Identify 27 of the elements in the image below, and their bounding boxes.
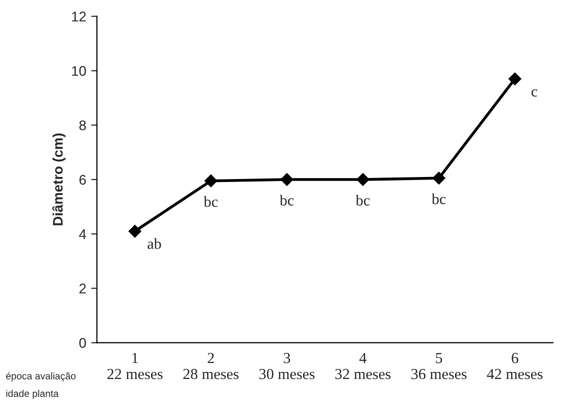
y-tick-label: 10 — [72, 66, 86, 76]
annotation: bc — [280, 194, 294, 206]
x-tick-label: 3 30 meses — [259, 352, 315, 380]
x-tick-label: 1 22 meses — [107, 352, 163, 380]
y-tick-label: 12 — [72, 12, 86, 22]
y-tick-label: 2 — [79, 284, 86, 294]
annotation: ab — [148, 238, 161, 249]
point — [204, 174, 218, 188]
annotation: c — [532, 89, 538, 97]
y-axis-title: Diâmetro (cm) — [52, 134, 66, 226]
y-tick-label: 0 — [79, 338, 86, 348]
point — [508, 72, 522, 86]
y-tick-label: 8 — [79, 120, 86, 130]
y-tick-label: 4 — [79, 229, 86, 239]
text: época avaliação idade planta — [6, 372, 76, 399]
point — [356, 173, 370, 186]
annotation: bc — [432, 193, 446, 204]
annotation: bc — [204, 196, 218, 207]
x-tick-label: 4 32 meses — [335, 352, 391, 380]
annotation: bc — [356, 194, 370, 206]
x-tick-label: 2 28 meses — [183, 352, 239, 380]
point — [128, 224, 142, 238]
x-tick-label: 5 36 meses — [411, 353, 467, 380]
x-tick-label: 6 42 meses — [486, 352, 543, 380]
y-tick-label: 6 — [79, 174, 86, 185]
point — [280, 173, 294, 186]
point — [432, 172, 446, 185]
